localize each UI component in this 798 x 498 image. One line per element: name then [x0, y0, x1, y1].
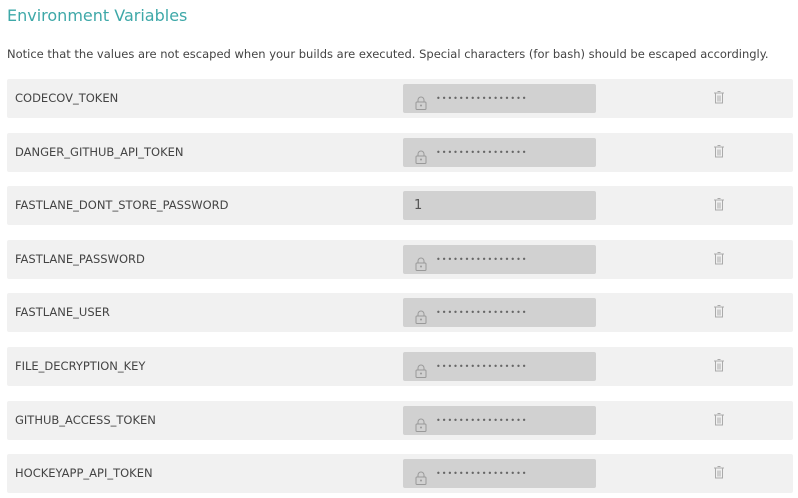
env-var-value-field[interactable]: ••••••••••••••••	[403, 405, 596, 435]
masked-value: ••••••••••••••••	[436, 94, 528, 103]
env-var-value-field[interactable]: ••••••••••••••••	[403, 244, 596, 274]
env-var-row: FASTLANE_DONT_STORE_PASSWORD 1	[7, 186, 793, 226]
notice-text: Notice that the values are not escaped w…	[7, 47, 769, 61]
trash-icon[interactable]	[713, 250, 725, 269]
lock-icon	[415, 467, 427, 496]
env-var-name: GITHUB_ACCESS_TOKEN	[15, 412, 156, 427]
trash-icon[interactable]	[713, 196, 725, 215]
env-var-name: HOCKEYAPP_API_TOKEN	[15, 466, 153, 481]
trash-icon[interactable]	[713, 303, 725, 322]
env-var-value-field[interactable]: 1	[403, 191, 596, 221]
env-var-row: CODECOV_TOKEN ••••••••••••••••	[7, 79, 793, 118]
env-var-name: FASTLANE_USER	[15, 305, 110, 320]
lock-icon	[415, 92, 427, 121]
env-var-name: DANGER_GITHUB_API_TOKEN	[15, 144, 184, 159]
env-var-value-field[interactable]: ••••••••••••••••	[403, 352, 596, 381]
masked-value: ••••••••••••••••	[436, 147, 528, 157]
env-var-value-field[interactable]: ••••••••••••••••	[403, 459, 596, 489]
trash-icon[interactable]	[713, 143, 725, 162]
env-var-value-field[interactable]: ••••••••••••••••	[403, 84, 596, 113]
env-var-row: GITHUB_ACCESS_TOKEN ••••••••••••••••	[7, 400, 793, 440]
lock-icon	[415, 253, 427, 282]
masked-value: ••••••••••••••••	[436, 415, 528, 425]
env-var-row: FILE_DECRYPTION_KEY ••••••••••••••••	[7, 347, 793, 386]
env-var-name: FASTLANE_DONT_STORE_PASSWORD	[15, 198, 229, 213]
trash-icon[interactable]	[713, 464, 725, 483]
env-var-row: FASTLANE_USER ••••••••••••••••	[7, 293, 793, 333]
lock-icon	[415, 414, 427, 443]
env-var-row: FASTLANE_PASSWORD ••••••••••••••••	[7, 239, 793, 279]
env-var-row: DANGER_GITHUB_API_TOKEN ••••••••••••••••	[7, 132, 793, 172]
trash-icon[interactable]	[713, 89, 725, 108]
trash-icon[interactable]	[713, 411, 725, 430]
env-var-value: 1	[414, 198, 423, 214]
env-var-row: HOCKEYAPP_API_TOKEN ••••••••••••••••	[7, 454, 793, 494]
masked-value: ••••••••••••••••	[436, 254, 528, 264]
masked-value: ••••••••••••••••	[436, 469, 528, 479]
masked-value: ••••••••••••••••	[436, 362, 528, 371]
masked-value: ••••••••••••••••	[436, 308, 528, 318]
lock-icon	[415, 360, 427, 389]
trash-icon[interactable]	[713, 357, 725, 376]
env-var-value-field[interactable]: ••••••••••••••••	[403, 137, 596, 167]
env-var-name: FILE_DECRYPTION_KEY	[15, 359, 146, 373]
page-title: Environment Variables	[7, 6, 188, 25]
env-var-name: CODECOV_TOKEN	[15, 91, 119, 105]
lock-icon	[415, 306, 427, 335]
env-var-name: FASTLANE_PASSWORD	[15, 251, 145, 266]
env-var-value-field[interactable]: ••••••••••••••••	[403, 298, 596, 328]
lock-icon	[415, 146, 427, 175]
